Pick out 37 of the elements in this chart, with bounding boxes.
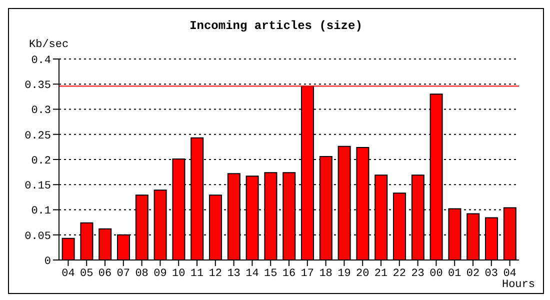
x-tick-label: 07 bbox=[116, 268, 130, 280]
x-tick-label: 20 bbox=[356, 268, 370, 280]
x-tick-label: 05 bbox=[80, 268, 94, 280]
chart-title: Incoming articles (size) bbox=[188, 19, 364, 33]
x-tick-label: 19 bbox=[338, 268, 351, 280]
x-tick-label: 10 bbox=[172, 268, 186, 280]
y-tick-label: 0.4 bbox=[31, 54, 52, 67]
x-tick-label: 22 bbox=[392, 268, 406, 280]
x-tick-label: 04 bbox=[503, 268, 517, 280]
x-tick-label: 09 bbox=[154, 268, 167, 280]
x-tick-label: 01 bbox=[448, 268, 462, 280]
x-tick-label: 12 bbox=[208, 268, 222, 280]
y-tick-label: 0 bbox=[44, 256, 51, 268]
x-tick-label: 15 bbox=[264, 268, 278, 280]
x-tick-label: 13 bbox=[227, 268, 240, 280]
x-tick-label: 04 bbox=[62, 268, 76, 280]
x-tick-label: 00 bbox=[430, 268, 443, 280]
x-axis-title: Hours bbox=[502, 279, 535, 291]
y-axis-title: Kb/sec bbox=[29, 39, 69, 51]
x-tick-label: 21 bbox=[374, 268, 388, 280]
y-tick-label: 0.1 bbox=[31, 206, 52, 218]
x-tick-label: 08 bbox=[135, 268, 148, 280]
y-tick-label: 0.3 bbox=[31, 105, 51, 118]
x-tick-label: 11 bbox=[190, 268, 204, 280]
x-tick-label: 02 bbox=[466, 268, 480, 280]
x-tick-label: 23 bbox=[411, 268, 424, 280]
y-tick-label: 0.25 bbox=[24, 130, 51, 142]
x-tick-label: 06 bbox=[98, 268, 112, 280]
x-tick-label: 03 bbox=[484, 268, 498, 280]
x-tick-label: 18 bbox=[319, 268, 332, 280]
y-tick-label: 0.2 bbox=[31, 155, 51, 168]
x-tick-label: 14 bbox=[246, 268, 260, 280]
x-tick-label: 16 bbox=[282, 268, 296, 280]
y-tick-label: 0.05 bbox=[24, 230, 51, 243]
y-tick-label: 0.15 bbox=[24, 180, 51, 193]
y-tick-label: 0.35 bbox=[24, 80, 51, 92]
x-tick-label: 17 bbox=[300, 268, 314, 280]
